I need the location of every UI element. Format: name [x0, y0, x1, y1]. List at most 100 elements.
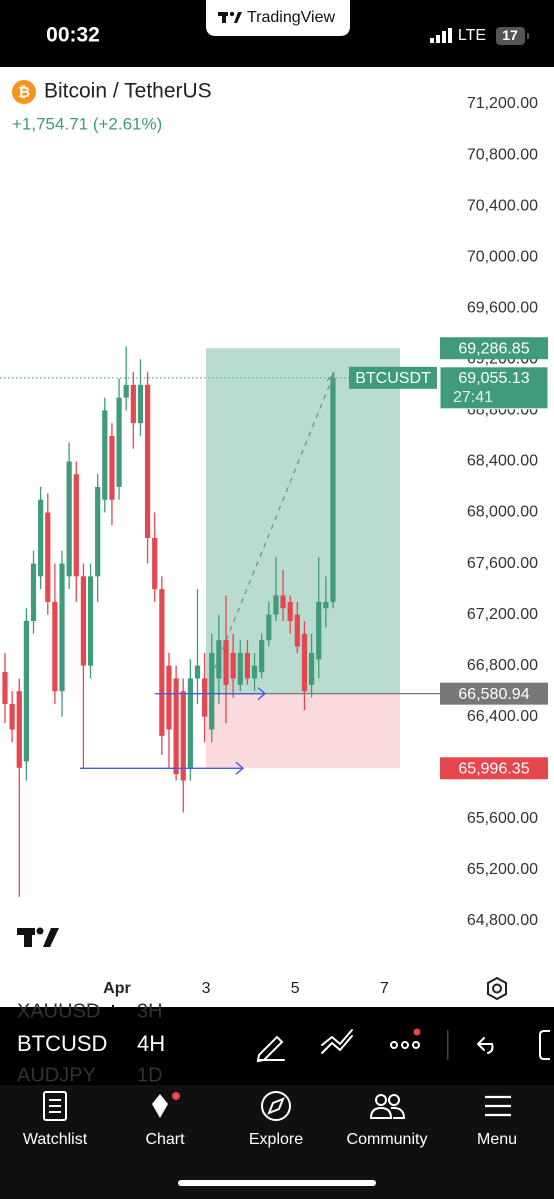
tab-label[interactable]: Watchlist [23, 1131, 88, 1148]
settings-button[interactable] [487, 976, 507, 1001]
tab-label[interactable]: Chart [145, 1131, 185, 1148]
more-tool[interactable] [390, 1041, 420, 1049]
candle-body [251, 665, 258, 679]
draw-tool[interactable] [256, 1035, 285, 1063]
watchlist-icon [43, 1091, 67, 1121]
app-name: TradingView [247, 9, 335, 26]
candle-body [259, 640, 265, 673]
countdown: 27:41 [453, 389, 493, 406]
price-tag [440, 337, 548, 360]
target-path [214, 373, 335, 669]
candle-body [123, 384, 129, 398]
candle-body [130, 384, 136, 424]
candle-body [280, 595, 286, 609]
network: LTE [458, 27, 486, 44]
candle-body [144, 384, 151, 539]
candle-body [237, 652, 243, 685]
explore-icon [261, 1091, 291, 1121]
x-tick-label: Apr [103, 980, 131, 997]
candle-body [9, 703, 15, 730]
y-tick-label: 66,800.00 [467, 657, 538, 674]
candle-body [87, 576, 94, 666]
chart-icon [152, 1094, 168, 1118]
symbol-button[interactable]: BTCUSD [17, 1031, 107, 1056]
candle-body [166, 665, 172, 730]
candle-body [308, 652, 315, 685]
plot: 71,200.00 70,800.00 70,400.00 70,000.00 69,6… [0, 95, 549, 997]
y-tick-label: 67,200.00 [467, 606, 538, 623]
tab-label[interactable]: Explore [249, 1131, 303, 1148]
candle-body [59, 563, 65, 692]
candle-body [152, 538, 158, 590]
layout-button[interactable] [539, 1030, 550, 1060]
candle-body [287, 601, 293, 622]
y-tick-label: 68,000.00 [467, 504, 538, 521]
candle-body [16, 691, 22, 768]
tab-label[interactable]: Community [347, 1131, 428, 1148]
toolbar-separator [447, 1030, 449, 1060]
y-tick-label: 70,800.00 [467, 146, 538, 163]
candle-body [52, 601, 58, 692]
candle-body [244, 652, 251, 679]
candle-body [45, 512, 51, 602]
tab-label[interactable]: Menu [477, 1131, 517, 1148]
candle-body [316, 601, 322, 660]
candle-body [102, 410, 108, 500]
target-arrowhead [326, 372, 335, 384]
price-tag-label: 69,286.85 [458, 340, 529, 357]
coin-icon [12, 80, 36, 104]
symbol-tag-label: BTCUSDT [355, 370, 431, 387]
clock: 00:32 [46, 24, 100, 47]
prev-symbol: XAUUSD [17, 1000, 100, 1022]
price-tag [440, 682, 548, 705]
y-tick-label: 68,400.00 [467, 453, 538, 470]
candle-body [159, 589, 165, 736]
arrow-drawing [155, 687, 267, 701]
price-tag-label: 65,996.35 [458, 760, 529, 777]
tv-watermark [17, 927, 59, 947]
candle-body [202, 678, 208, 717]
candle-body [223, 640, 229, 685]
interval-button[interactable]: 4H [137, 1031, 165, 1056]
next-interval: 1D [137, 1064, 163, 1086]
price-tag-label: 66,580.94 [458, 686, 529, 703]
last-price-label: 69,055.13 [458, 370, 529, 387]
divider [112, 1005, 114, 1085]
candle-body [73, 474, 79, 577]
battery-level: 17 [502, 27, 518, 43]
arrow-drawing [80, 761, 245, 775]
candle-body [109, 435, 115, 500]
app-pill [206, 0, 350, 36]
coin-glyph: ₿ [18, 84, 30, 101]
candle-body [30, 563, 37, 622]
y-tick-label: 64,800.00 [467, 912, 538, 929]
y-tick-label: 66,400.00 [467, 708, 538, 725]
symbol-name: Bitcoin / TetherUS [44, 80, 212, 103]
candle-body [38, 499, 44, 577]
x-tick-label: 5 [291, 980, 300, 997]
menu-icon [485, 1095, 511, 1117]
signal [430, 28, 452, 43]
indicators-tool[interactable] [321, 1029, 353, 1054]
candle-body [116, 397, 122, 487]
y-tick-label: 65,600.00 [467, 810, 538, 827]
battery-tip [527, 33, 529, 39]
stop-loss-zone [206, 693, 400, 769]
y-tick-label: 70,400.00 [467, 197, 538, 214]
community-icon [369, 1094, 406, 1119]
candle-body [187, 678, 193, 768]
candle-body [137, 384, 144, 424]
candle-body [23, 621, 29, 762]
candle-body [95, 486, 101, 577]
prev-interval: 3H [137, 1000, 163, 1022]
y-tick-label: 71,200.00 [467, 95, 538, 112]
undo-button[interactable] [477, 1037, 494, 1054]
x-tick-label: 3 [202, 980, 211, 997]
battery [496, 27, 525, 45]
candle-body [301, 633, 308, 692]
y-tick-label: 69,600.00 [467, 299, 538, 316]
x-tick-label: 7 [380, 980, 389, 997]
candle-body [2, 672, 8, 704]
toolbar-focus [0, 1027, 554, 1063]
